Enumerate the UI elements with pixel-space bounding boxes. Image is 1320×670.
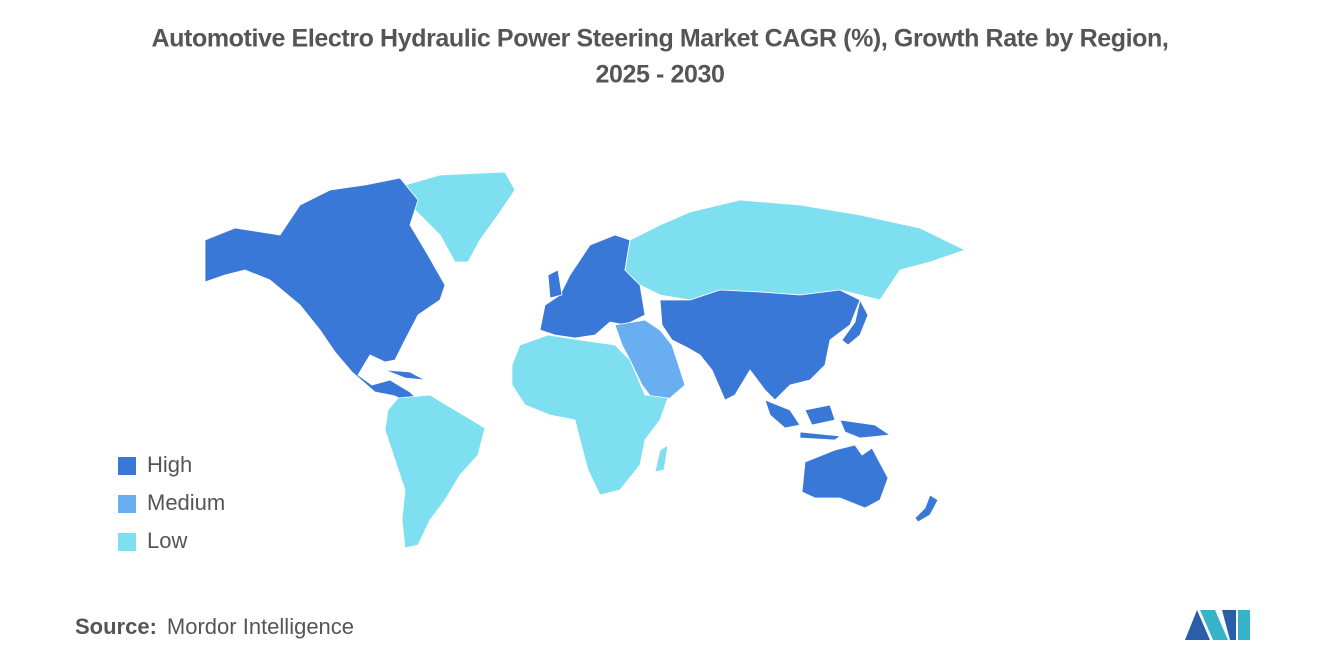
source-text: Mordor Intelligence (167, 614, 354, 639)
legend-label: Low (147, 528, 187, 553)
region-europe (539, 234, 646, 339)
title-line: 2025 - 2030 (595, 61, 724, 89)
region-africa (511, 334, 669, 496)
legend-swatch (118, 457, 136, 475)
region-australia (801, 444, 889, 509)
legend-label: Medium (147, 490, 225, 515)
logo (1185, 610, 1250, 640)
region-caribbean (384, 369, 426, 381)
region-uk (547, 269, 563, 299)
legend: High Medium Low (118, 452, 225, 553)
world-map (204, 171, 966, 549)
legend-label: High (147, 452, 192, 477)
region-se-asia (764, 399, 891, 441)
region-middle-east (614, 319, 686, 403)
region-asia (659, 289, 861, 401)
title-line: Automotive Electro Hydraulic Power Steer… (152, 25, 1169, 53)
legend-swatch (118, 495, 136, 513)
region-north-america (204, 177, 446, 406)
region-south-america (384, 394, 486, 549)
region-greenland (404, 171, 516, 263)
region-russia (624, 199, 966, 301)
source-label: Source: (75, 614, 157, 639)
region-japan (841, 299, 869, 346)
region-madagascar (654, 444, 669, 473)
region-new-zealand (914, 494, 939, 523)
legend-swatch (118, 533, 136, 551)
